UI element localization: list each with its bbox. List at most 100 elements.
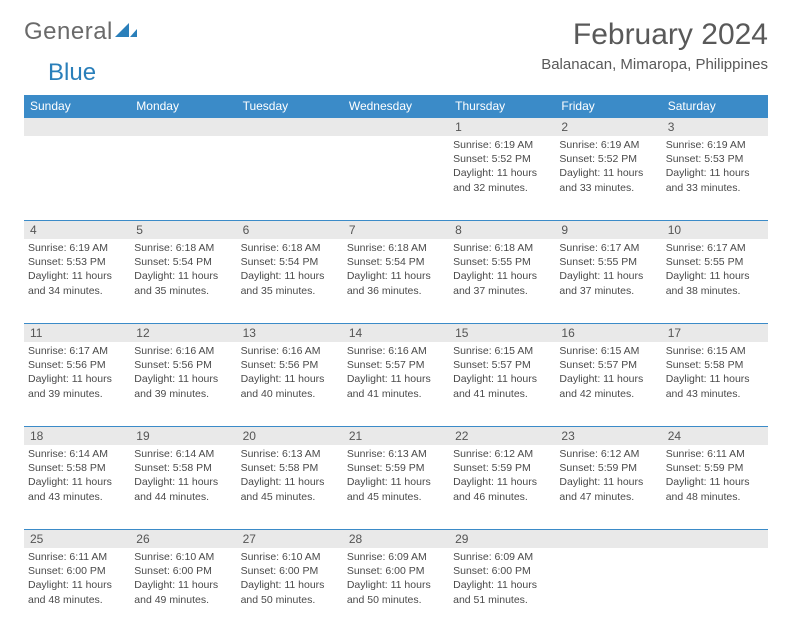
day-cell: Sunrise: 6:10 AMSunset: 6:00 PMDaylight:… [130,548,236,632]
day-cell [662,548,768,632]
day-number: 3 [662,118,768,136]
day-number: 11 [24,324,130,342]
day-number: 18 [24,427,130,445]
dl2-text: and 34 minutes. [28,284,126,298]
dl2-text: and 36 minutes. [347,284,445,298]
sunrise-text: Sunrise: 6:18 AM [134,241,232,255]
day-number: 16 [555,324,661,342]
day-cell: Sunrise: 6:17 AMSunset: 5:55 PMDaylight:… [662,239,768,323]
dl2-text: and 37 minutes. [559,284,657,298]
sunrise-text: Sunrise: 6:17 AM [559,241,657,255]
sunrise-text: Sunrise: 6:19 AM [559,138,657,152]
dl2-text: and 32 minutes. [453,181,551,195]
day-cell [24,136,130,220]
day-cell: Sunrise: 6:14 AMSunset: 5:58 PMDaylight:… [130,445,236,529]
day-cell: Sunrise: 6:12 AMSunset: 5:59 PMDaylight:… [449,445,555,529]
dl2-text: and 46 minutes. [453,490,551,504]
dl1-text: Daylight: 11 hours [347,475,445,489]
weeks-container: 123Sunrise: 6:19 AMSunset: 5:52 PMDaylig… [24,117,768,632]
logo-sail-icon [115,18,137,46]
sunset-text: Sunset: 5:55 PM [453,255,551,269]
logo-text-b: Blue [48,59,96,86]
dl2-text: and 33 minutes. [559,181,657,195]
daynum-row: 2526272829 [24,529,768,548]
day-number [237,118,343,136]
sunrise-text: Sunrise: 6:14 AM [28,447,126,461]
sunrise-text: Sunrise: 6:15 AM [666,344,764,358]
logo: General [24,18,137,46]
sunset-text: Sunset: 6:00 PM [241,564,339,578]
dl2-text: and 39 minutes. [28,387,126,401]
day-cell [130,136,236,220]
sunrise-text: Sunrise: 6:11 AM [666,447,764,461]
dow-thu: Thursday [449,95,555,117]
dl2-text: and 41 minutes. [453,387,551,401]
dl1-text: Daylight: 11 hours [453,578,551,592]
sunset-text: Sunset: 6:00 PM [28,564,126,578]
day-number: 15 [449,324,555,342]
sunrise-text: Sunrise: 6:17 AM [28,344,126,358]
daynum-row: 45678910 [24,220,768,239]
dl1-text: Daylight: 11 hours [241,269,339,283]
daynum-row: 11121314151617 [24,323,768,342]
sunset-text: Sunset: 5:55 PM [559,255,657,269]
dl1-text: Daylight: 11 hours [28,269,126,283]
sunrise-text: Sunrise: 6:19 AM [666,138,764,152]
sunset-text: Sunset: 6:00 PM [134,564,232,578]
day-number: 27 [237,530,343,548]
sunrise-text: Sunrise: 6:09 AM [453,550,551,564]
sunrise-text: Sunrise: 6:19 AM [453,138,551,152]
day-cell: Sunrise: 6:15 AMSunset: 5:57 PMDaylight:… [555,342,661,426]
week-row: Sunrise: 6:14 AMSunset: 5:58 PMDaylight:… [24,445,768,529]
day-cell: Sunrise: 6:18 AMSunset: 5:54 PMDaylight:… [130,239,236,323]
day-number: 5 [130,221,236,239]
dl2-text: and 39 minutes. [134,387,232,401]
sunrise-text: Sunrise: 6:16 AM [241,344,339,358]
sunset-text: Sunset: 5:52 PM [559,152,657,166]
day-cell: Sunrise: 6:15 AMSunset: 5:57 PMDaylight:… [449,342,555,426]
sunrise-text: Sunrise: 6:16 AM [347,344,445,358]
dl2-text: and 35 minutes. [241,284,339,298]
dl1-text: Daylight: 11 hours [666,475,764,489]
dl1-text: Daylight: 11 hours [559,269,657,283]
daynum-row: 123 [24,117,768,136]
day-cell: Sunrise: 6:19 AMSunset: 5:52 PMDaylight:… [555,136,661,220]
dl2-text: and 44 minutes. [134,490,232,504]
dl1-text: Daylight: 11 hours [453,166,551,180]
dow-mon: Monday [130,95,236,117]
sunrise-text: Sunrise: 6:18 AM [347,241,445,255]
day-cell: Sunrise: 6:17 AMSunset: 5:55 PMDaylight:… [555,239,661,323]
dl1-text: Daylight: 11 hours [241,475,339,489]
day-cell: Sunrise: 6:14 AMSunset: 5:58 PMDaylight:… [24,445,130,529]
day-cell: Sunrise: 6:12 AMSunset: 5:59 PMDaylight:… [555,445,661,529]
day-number [662,530,768,548]
sunset-text: Sunset: 6:00 PM [453,564,551,578]
dl2-text: and 43 minutes. [666,387,764,401]
sunset-text: Sunset: 5:57 PM [347,358,445,372]
sunset-text: Sunset: 5:54 PM [347,255,445,269]
day-number: 29 [449,530,555,548]
day-number: 26 [130,530,236,548]
dl2-text: and 43 minutes. [28,490,126,504]
day-number: 2 [555,118,661,136]
day-number: 9 [555,221,661,239]
sunrise-text: Sunrise: 6:10 AM [241,550,339,564]
dl1-text: Daylight: 11 hours [453,269,551,283]
dow-header-row: Sunday Monday Tuesday Wednesday Thursday… [24,95,768,117]
sunset-text: Sunset: 5:52 PM [453,152,551,166]
sunset-text: Sunset: 5:58 PM [241,461,339,475]
sunrise-text: Sunrise: 6:18 AM [241,241,339,255]
week-row: Sunrise: 6:17 AM Sunset: 5:56 PM Daylight:… [24,342,768,426]
sunrise-text: Sunrise: 6:16 AM [134,344,232,358]
dl1-text: Daylight: 11 hours [28,372,126,386]
day-cell: Sunrise: 6:17 AMSunset: 5:56 PMDaylight:… [24,342,130,426]
day-number: 23 [555,427,661,445]
day-number [343,118,449,136]
day-cell: Sunrise: 6:13 AMSunset: 5:58 PMDaylight:… [237,445,343,529]
day-cell [343,136,449,220]
dl2-text: and 41 minutes. [347,387,445,401]
sunrise-text: Sunrise: 6:17 AM [666,241,764,255]
sunset-text: Sunset: 5:56 PM [134,358,232,372]
sunrise-text: Sunrise: 6:13 AM [241,447,339,461]
day-number: 19 [130,427,236,445]
